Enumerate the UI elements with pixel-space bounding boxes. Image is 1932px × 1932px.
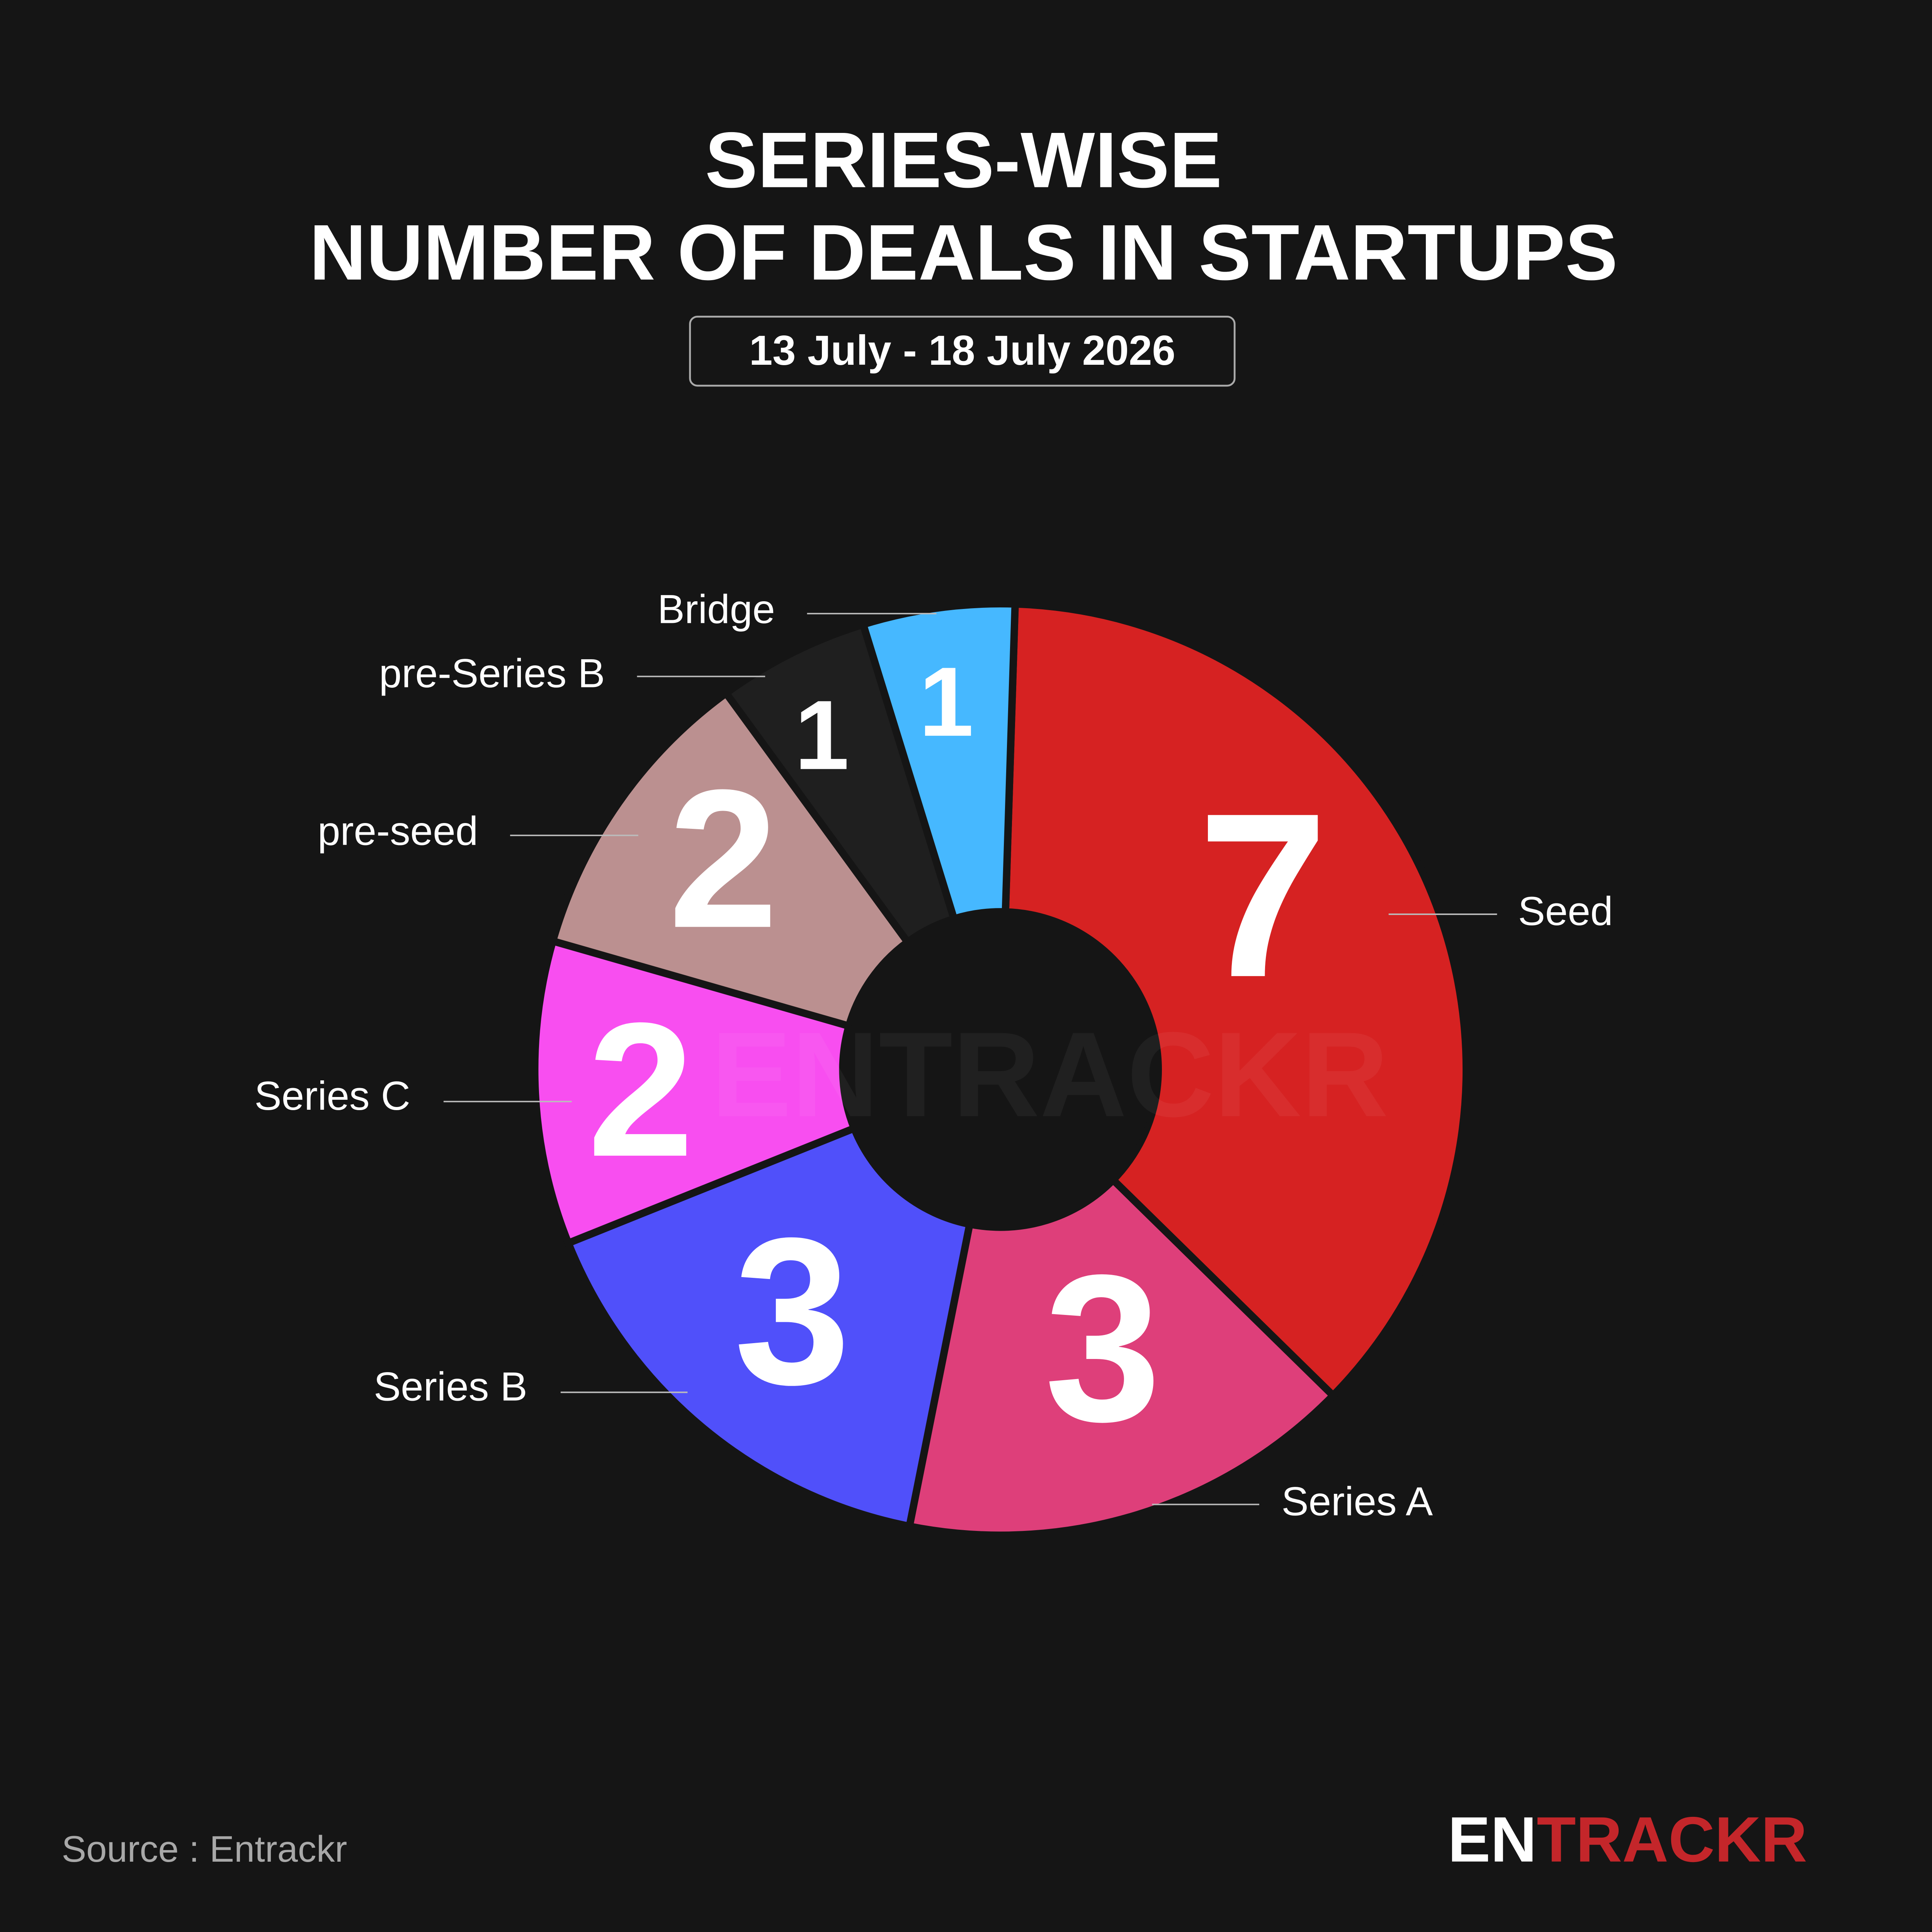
donut — [531, 600, 1470, 1539]
donut-slice — [531, 936, 859, 1248]
chart-title: SERIES-WISE — [705, 116, 1222, 204]
category-label: Seed — [1518, 889, 1613, 934]
category-label: pre-seed — [318, 809, 478, 854]
category-label: Bridge — [658, 587, 775, 632]
source: Source : Entrackr — [61, 1828, 347, 1870]
chart-title: NUMBER OF DEALS IN STARTUPS — [310, 209, 1618, 297]
value-label: 1 — [794, 680, 849, 790]
category-label: Series B — [374, 1364, 527, 1410]
value-label: 3 — [1044, 1231, 1161, 1465]
donut-slice — [721, 620, 959, 947]
value-label: 1 — [919, 647, 974, 757]
donut-slice — [563, 1123, 974, 1531]
category-label: Series C — [254, 1073, 410, 1119]
logo-part: EN — [1448, 1804, 1537, 1875]
category-label: Series A — [1281, 1479, 1433, 1524]
value-label: 2 — [668, 749, 778, 969]
value-label: 3 — [734, 1194, 851, 1428]
logo-part: TRACKR — [1537, 1804, 1807, 1875]
donut-slice — [905, 1175, 1338, 1539]
subtitle-box — [689, 316, 1236, 387]
value-label: 2 — [588, 983, 694, 1196]
donut-slice — [548, 688, 913, 1031]
category-label: pre-Series B — [379, 651, 605, 696]
watermark: ENTRACKR — [711, 1007, 1388, 1142]
subtitle: 13 July - 18 July 2026 — [749, 327, 1175, 374]
donut-hole — [845, 914, 1156, 1225]
value-label: 7 — [1198, 765, 1328, 1026]
donut-slice — [1002, 600, 1470, 1401]
logo: ENTRACKR — [1448, 1804, 1807, 1875]
